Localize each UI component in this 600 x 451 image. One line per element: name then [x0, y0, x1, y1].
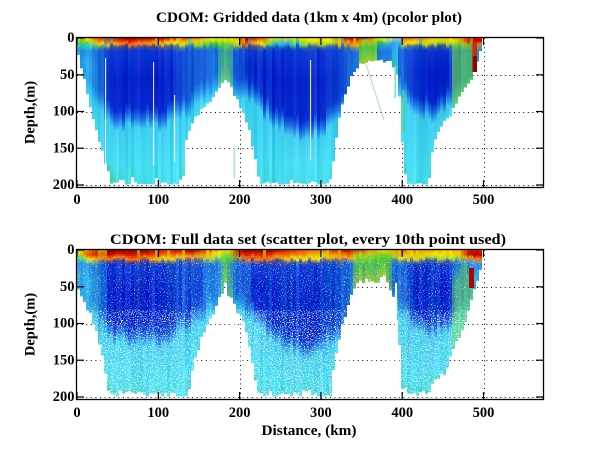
svg-text:200: 200: [229, 405, 251, 421]
svg-text:300: 300: [310, 192, 332, 208]
svg-text:0: 0: [67, 30, 74, 46]
svg-text:100: 100: [53, 104, 75, 120]
svg-text:100: 100: [147, 192, 169, 208]
svg-text:0: 0: [73, 192, 80, 208]
svg-text:Depth,(m): Depth,(m): [23, 81, 39, 144]
svg-text:400: 400: [391, 405, 413, 421]
svg-text:CDOM: Gridded data (1km x 4m): CDOM: Gridded data (1km x 4m) (pcolor pl…: [156, 10, 462, 26]
svg-text:200: 200: [53, 389, 75, 405]
svg-text:150: 150: [53, 140, 75, 156]
svg-text:100: 100: [147, 405, 169, 421]
svg-text:0: 0: [67, 242, 74, 258]
svg-text:500: 500: [473, 192, 495, 208]
svg-text:500: 500: [473, 405, 495, 421]
svg-text:Depth,(m): Depth,(m): [23, 293, 39, 356]
svg-text:50: 50: [60, 279, 75, 295]
svg-text:200: 200: [229, 192, 251, 208]
svg-text:400: 400: [391, 192, 413, 208]
svg-text:150: 150: [53, 352, 75, 368]
svg-text:0: 0: [73, 405, 80, 421]
svg-text:CDOM: Full data set (scatter p: CDOM: Full data set (scatter plot, every…: [110, 232, 506, 248]
svg-text:100: 100: [53, 316, 75, 332]
svg-text:Distance, (km): Distance, (km): [262, 423, 357, 439]
svg-text:50: 50: [60, 67, 75, 83]
svg-text:200: 200: [53, 177, 75, 193]
svg-text:300: 300: [310, 405, 332, 421]
